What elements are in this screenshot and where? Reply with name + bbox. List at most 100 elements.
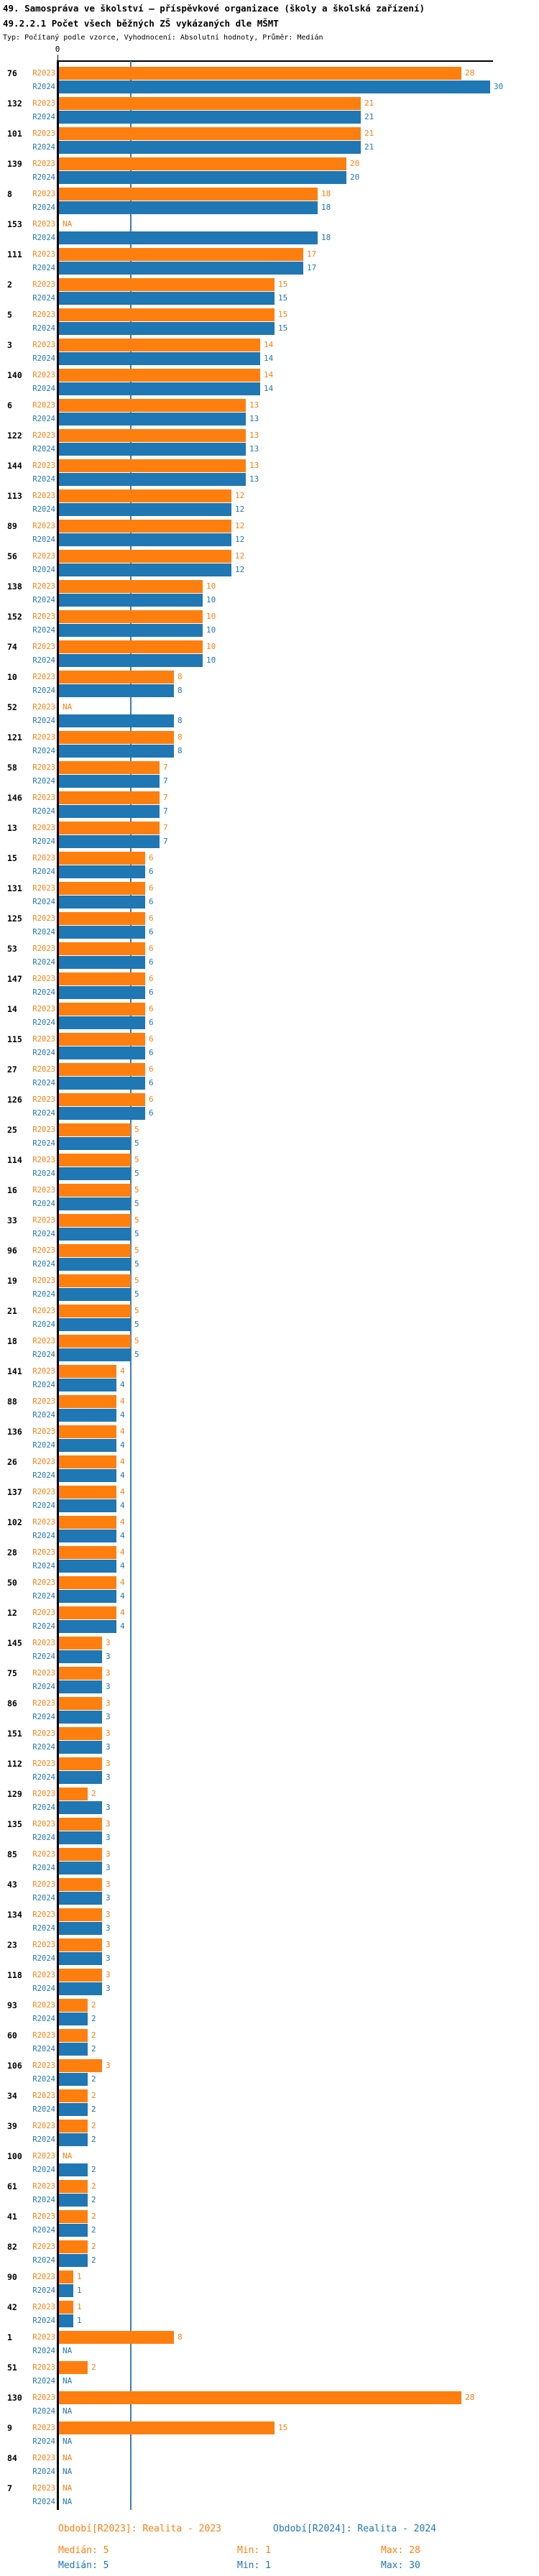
- bar-value: 2: [91, 2074, 96, 2084]
- group-label: 130: [7, 2393, 22, 2403]
- series-label-r2024: R2024: [32, 566, 55, 574]
- bar-value: 12: [235, 521, 245, 530]
- group-label: 145: [7, 1638, 22, 1648]
- bar-value: 7: [163, 793, 168, 802]
- series-label-r2023: R2023: [32, 1699, 55, 1708]
- bar-value: 2: [91, 2242, 96, 2251]
- chart-group: 139 R2023 20 R2024 20: [0, 157, 539, 184]
- series-label-r2024: R2024: [32, 294, 55, 303]
- bar-value: 8: [178, 746, 183, 755]
- bar-r2024: [59, 2043, 88, 2056]
- chart-group: 90 R2023 1 R2024 1: [0, 2271, 539, 2297]
- group-label: 93: [7, 2000, 17, 2010]
- bar-r2023: [59, 1486, 116, 1499]
- bar-r2024: [59, 1167, 131, 1180]
- na-label: NA: [63, 702, 73, 712]
- chart-group: 76 R2023 28 R2024 30: [0, 67, 539, 93]
- bar-r2024: [59, 1288, 131, 1301]
- group-label: 114: [7, 1155, 22, 1165]
- series-label-r2024: R2024: [32, 1230, 55, 1238]
- chart-group: 100 R2023 NA R2024 2: [0, 2150, 539, 2176]
- group-label: 75: [7, 1668, 17, 1678]
- bar-value: 4: [120, 1366, 125, 1376]
- bar-value: 4: [120, 1427, 125, 1436]
- series-label-r2024: R2024: [32, 2347, 55, 2355]
- chart-group: 25 R2023 5 R2024 5: [0, 1123, 539, 1150]
- bar-r2024: [59, 2133, 88, 2146]
- page-subtitle: 49.2.2.1 Počet všech běžných ZŠ vykázaný…: [3, 18, 279, 29]
- bar-r2023: [59, 1305, 131, 1317]
- chart-group: 5 R2023 15 R2024 15: [0, 308, 539, 335]
- bar-r2023: [59, 2059, 102, 2072]
- chart-group: 34 R2023 2 R2024 2: [0, 2089, 539, 2116]
- series-label-r2023: R2023: [32, 552, 55, 561]
- bar-r2024: [59, 231, 318, 244]
- bar-value: 4: [120, 1410, 125, 1420]
- bar-r2024: [59, 413, 246, 426]
- series-label-r2024: R2024: [32, 1713, 55, 1721]
- bar-r2024: [59, 201, 318, 214]
- bar-value: 3: [106, 1940, 111, 1949]
- legend-median-r2024: Medián: 5: [58, 2560, 109, 2571]
- bar-r2024: [59, 1982, 102, 1995]
- series-label-r2023: R2023: [32, 2182, 55, 2191]
- group-label: 41: [7, 2212, 17, 2222]
- page-meta: Typ: Počítaný podle vzorce, Vyhodnocení:…: [3, 34, 323, 42]
- bar-r2023: [59, 1938, 102, 1951]
- bar-r2023: [59, 489, 231, 502]
- chart-group: 86 R2023 3 R2024 3: [0, 1697, 539, 1724]
- bar-r2023: [59, 822, 160, 834]
- series-label-r2023: R2023: [32, 884, 55, 893]
- bar-r2024: [59, 1530, 116, 1542]
- series-label-r2023: R2023: [32, 1941, 55, 1949]
- bar-value: 5: [134, 1199, 139, 1208]
- series-label-r2023: R2023: [32, 160, 55, 168]
- series-label-r2023: R2023: [32, 1337, 55, 1346]
- group-label: 106: [7, 2061, 22, 2071]
- series-label-r2023: R2023: [32, 2122, 55, 2130]
- chart-group: 85 R2023 3 R2024 3: [0, 1848, 539, 1874]
- bar-value: 3: [106, 1729, 111, 1738]
- bar-value: 3: [106, 1759, 111, 1768]
- bar-value: 4: [120, 1397, 125, 1406]
- bar-r2024: [59, 1077, 145, 1090]
- group-label: 111: [7, 249, 22, 259]
- bar-r2024: [59, 835, 160, 848]
- series-label-r2023: R2023: [32, 1276, 55, 1285]
- series-label-r2024: R2024: [32, 1803, 55, 1812]
- chart-group: 12 R2023 4 R2024 4: [0, 1606, 539, 1633]
- series-label-r2024: R2024: [32, 807, 55, 816]
- series-label-r2024: R2024: [32, 2045, 55, 2053]
- bar-r2024: [59, 533, 231, 546]
- bar-value: 15: [278, 293, 288, 303]
- series-label-r2024: R2024: [32, 958, 55, 967]
- group-label: 43: [7, 1880, 17, 1890]
- bar-value: 3: [106, 1910, 111, 1919]
- bar-value: 7: [163, 806, 168, 816]
- group-label: 141: [7, 1366, 22, 1376]
- bar-r2024: [59, 1741, 102, 1754]
- bar-value: 20: [350, 172, 360, 182]
- chart-group: 93 R2023 2 R2024 2: [0, 1999, 539, 2025]
- na-label: NA: [63, 2437, 73, 2446]
- series-label-r2023: R2023: [32, 1548, 55, 1557]
- series-label-r2023: R2023: [32, 1669, 55, 1678]
- bar-r2023: [59, 2180, 88, 2193]
- bar-value: 7: [163, 763, 168, 772]
- bar-r2024: [59, 2314, 73, 2327]
- series-label-r2023: R2023: [32, 2303, 55, 2312]
- series-label-r2024: R2024: [32, 385, 55, 393]
- series-label-r2023: R2023: [32, 643, 55, 651]
- bar-value: 15: [278, 280, 288, 289]
- bar-r2023: [59, 1757, 102, 1770]
- bar-value: 10: [206, 642, 216, 651]
- bar-value: 10: [206, 656, 216, 665]
- axis-zero-label: 0: [55, 45, 60, 54]
- group-label: 85: [7, 1849, 17, 1859]
- bar-value: 6: [149, 914, 154, 923]
- chart-group: 144 R2023 13 R2024 13: [0, 459, 539, 486]
- series-label-r2023: R2023: [32, 2273, 55, 2281]
- series-label-r2024: R2024: [32, 2286, 55, 2295]
- bar-value: 5: [134, 1246, 139, 1255]
- series-label-r2023: R2023: [32, 1186, 55, 1195]
